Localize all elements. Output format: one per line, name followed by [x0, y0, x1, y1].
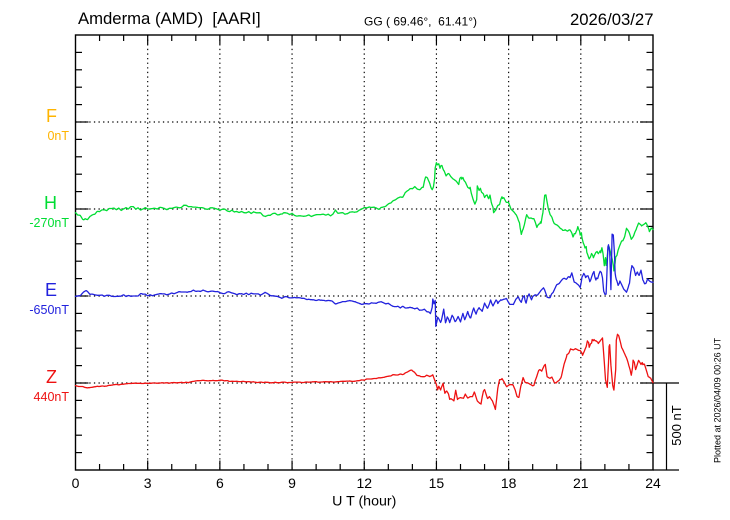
geographic-coordinates: GG ( 69.46°, 61.41°) [364, 14, 477, 28]
x-tick-label-0: 0 [72, 475, 80, 491]
grid-layer [75, 35, 653, 470]
x-tick-label-6: 6 [216, 475, 224, 491]
plot-date: 2026/03/27 [570, 10, 654, 29]
channel-baseline-value-F: 0nT [47, 129, 69, 143]
channel-label-E: E [45, 280, 57, 300]
x-tick-label-24: 24 [645, 475, 661, 491]
traces-layer [74, 162, 654, 411]
x-tick-label-18: 18 [501, 475, 517, 491]
trace-E [74, 233, 654, 327]
station-title: Amderma (AMD) [AARI] [78, 9, 261, 28]
trace-Z [74, 333, 654, 411]
scale-bar [653, 382, 679, 471]
channel-baseline-value-H: -270nT [29, 216, 69, 230]
scale-bar-label: 500 nT [669, 405, 684, 446]
x-axis-title: U T (hour) [332, 494, 396, 510]
channel-baseline-value-Z: 440nT [34, 390, 70, 404]
x-tick-label-3: 3 [144, 475, 152, 491]
x-tick-label-15: 15 [429, 475, 445, 491]
channel-label-F: F [46, 106, 57, 126]
plotted-at-note: Plotted at 2026/04/09 00:26 UT [713, 337, 723, 463]
channel-label-H: H [44, 193, 57, 213]
x-tick-label-21: 21 [573, 475, 589, 491]
trace-H [74, 162, 654, 272]
x-tick-label-9: 9 [288, 475, 296, 491]
channel-baseline-value-E: -650nT [29, 303, 69, 317]
labels-layer: Amderma (AMD) [AARI] GG ( 69.46°, 61.41°… [29, 9, 722, 510]
x-tick-label-12: 12 [356, 475, 372, 491]
channel-label-Z: Z [46, 367, 57, 387]
